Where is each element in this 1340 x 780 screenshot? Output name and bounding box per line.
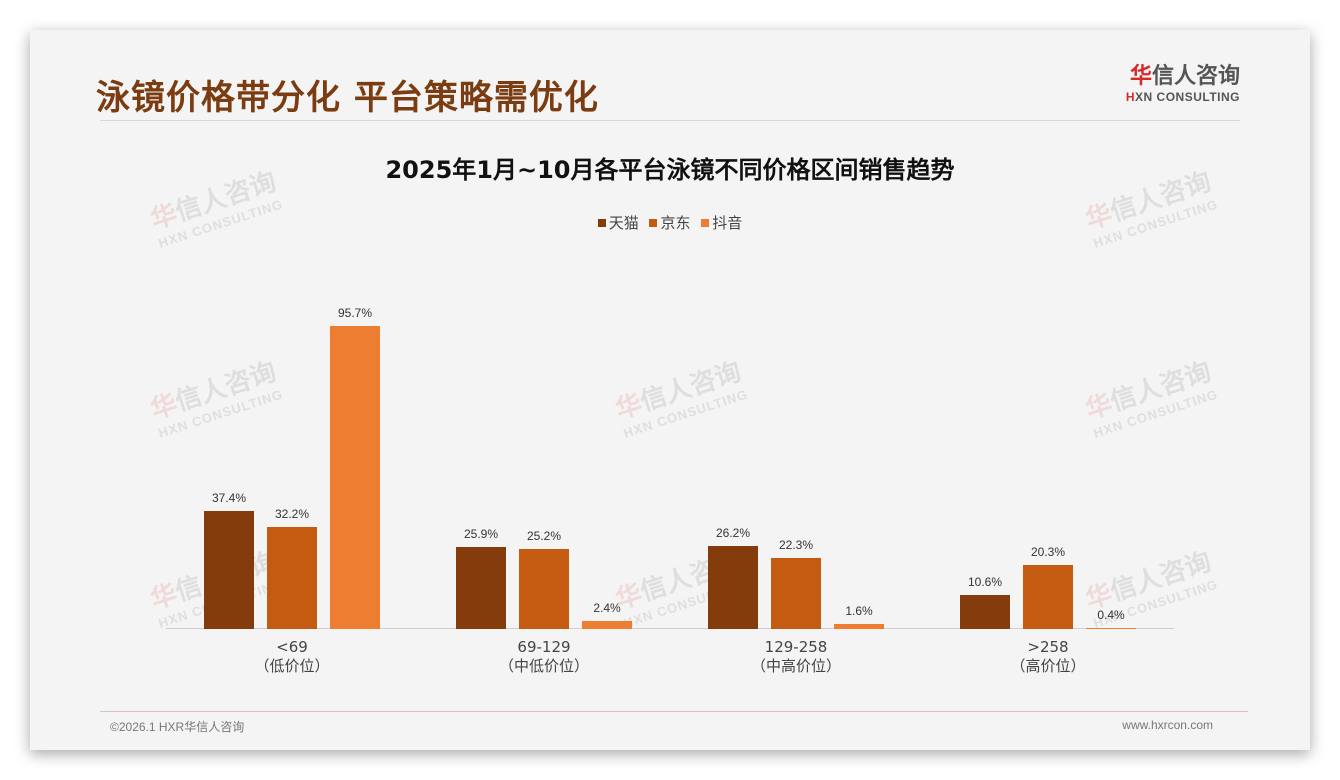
bar-group: 25.9% 25.2% 2.4% 69-129 （中低价位） [418,280,670,675]
x-axis-category-label: <69 （低价位） [166,638,418,676]
category-sublabel: （中低价位） [498,657,589,675]
slide: 泳镜价格带分化 平台策略需优化 华信人咨询 HXN CONSULTING 华信人… [30,30,1310,750]
legend-swatch [701,219,710,227]
bar-douyin [1086,627,1136,629]
x-axis-line [166,628,1174,629]
footer-divider [100,711,1248,712]
bar-douyin [834,623,884,629]
bar-chart-plot: 37.4% 32.2% 95.7% <69 （低价位） 25.9% 25.2% 2.4% 69-… [166,280,1174,675]
legend-item-tmall: 天猫 [597,212,639,233]
x-axis-category-label: 129-258 （中高价位） [670,638,922,676]
bar-value-label: 26.2% [715,526,751,541]
bar-tmall [708,546,758,629]
bar-tmall [456,547,506,629]
title-divider [100,120,1240,121]
bar-jd [519,549,569,629]
bar-tmall [960,595,1010,629]
bar-value-label: 22.3% [778,538,814,553]
category-range: 69-129 [517,638,571,656]
bar-douyin [582,621,632,629]
slide-title: 泳镜价格带分化 平台策略需优化 [96,78,599,118]
x-axis-category-label: 69-129 （中低价位） [418,638,670,676]
x-axis-category-label: >258 （高价位） [922,638,1174,676]
chart-title: 2025年1月~10月各平台泳镜不同价格区间销售趋势 [385,156,955,184]
legend-item-jd: 京东 [649,212,691,233]
bar-value-label: 25.9% [463,527,499,541]
bar-value-label: 10.6% [967,575,1003,590]
bar-group: 26.2% 22.3% 1.6% 129-258 （中高价位） [670,280,922,675]
bar-group: 37.4% 32.2% 95.7% <69 （低价位） [166,280,418,675]
category-range: <69 [276,638,308,656]
bar-value-label: 37.4% [211,490,247,505]
category-sublabel: （低价位） [254,657,330,675]
category-range: >258 [1027,638,1069,656]
legend-swatch [597,219,606,227]
bar-value-label: 1.6% [845,603,873,618]
bar-value-label: 2.4% [593,601,621,616]
footer-copyright: ©2026.1 HXR华信人咨询 [110,720,245,734]
category-sublabel: （高价位） [1010,657,1086,675]
bar-value-label: 32.2% [274,507,310,522]
bar-jd [771,558,821,629]
category-range: 129-258 [764,638,828,656]
legend-item-douyin: 抖音 [701,212,742,233]
category-sublabel: （中高价位） [750,657,841,675]
footer-website: www.hxrcon.com [1122,718,1213,732]
bar-value-label: 95.7% [337,306,373,320]
bar-jd [1023,564,1073,629]
legend-swatch [649,219,658,227]
bar-value-label: 25.2% [526,529,562,544]
bar-douyin [330,326,380,629]
bar-value-label: 20.3% [1030,544,1066,559]
bar-jd [267,527,317,629]
logo-en: HXN CONSULTING [1125,90,1240,104]
logo-cn: 华信人咨询 [1129,64,1240,89]
bar-group: 10.6% 20.3% 0.4% >258 （高价位） [922,280,1174,675]
bar-tmall [204,510,254,629]
chart-legend: 天猫 京东 抖音 [30,212,1310,233]
bar-value-label: 0.4% [1097,607,1125,622]
company-logo: 华信人咨询 HXN CONSULTING [1110,64,1240,104]
